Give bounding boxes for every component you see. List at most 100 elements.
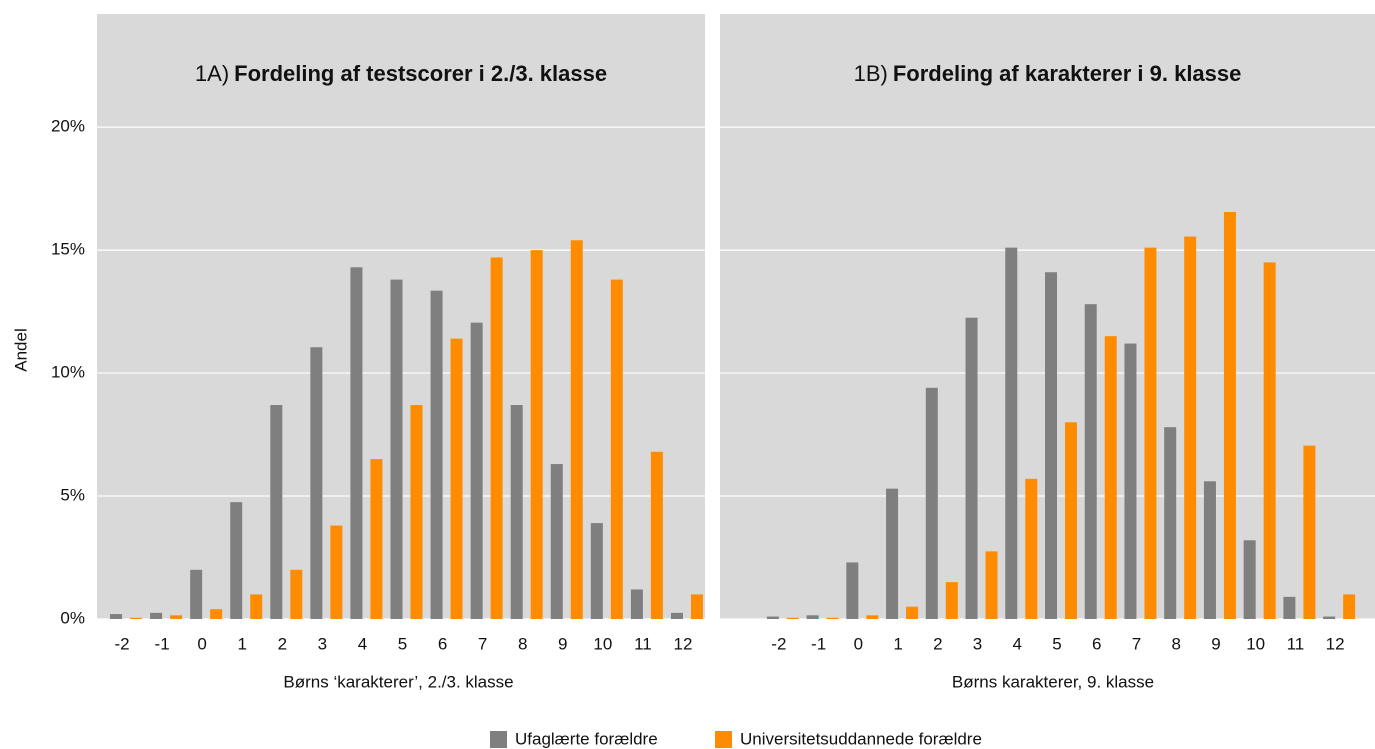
bar — [1005, 247, 1018, 619]
title-prefix: 1B) — [854, 61, 888, 86]
x-tick-label: 5 — [398, 634, 407, 653]
bar — [330, 525, 343, 619]
bar — [1263, 262, 1276, 619]
bar — [965, 317, 978, 619]
bar — [1323, 616, 1336, 619]
bar — [270, 405, 283, 619]
bar — [370, 459, 383, 619]
x-tick-label: 6 — [438, 634, 447, 653]
title-main: Fordeling af testscorer i 2./3. klasse — [234, 61, 607, 86]
chart-title: 1B) Fordeling af karakterer i 9. klasse — [854, 61, 1242, 86]
bar — [550, 464, 563, 619]
x-tick-label: 5 — [1052, 634, 1061, 653]
title-main: Fordeling af karakterer i 9. klasse — [893, 61, 1242, 86]
x-tick-label: -2 — [114, 634, 129, 653]
y-axis-label: Andel — [11, 328, 30, 371]
bar — [310, 347, 323, 619]
bar — [490, 257, 503, 619]
bar — [150, 612, 163, 619]
bar — [1045, 272, 1057, 619]
x-tick-label: 12 — [674, 634, 693, 653]
bar — [1184, 236, 1197, 619]
bar — [210, 609, 223, 619]
legend-label: Ufaglærte forældre — [515, 729, 658, 748]
x-tick-label: 3 — [973, 634, 982, 653]
x-tick-label: 8 — [1171, 634, 1180, 653]
bar — [1104, 336, 1117, 619]
bar — [1025, 478, 1038, 619]
bar — [650, 451, 663, 619]
y-tick-label: 5% — [60, 486, 85, 505]
bar — [250, 594, 263, 619]
x-tick-label: 12 — [1326, 634, 1345, 653]
bar — [190, 569, 203, 619]
x-axis-label: Børns karakterer, 9. klasse — [952, 672, 1154, 691]
x-tick-label: 1 — [893, 634, 902, 653]
x-tick-label: 11 — [634, 634, 652, 653]
bar — [1303, 445, 1316, 619]
bar — [1243, 540, 1256, 619]
title-prefix: 1A) — [195, 61, 229, 86]
bar — [1283, 596, 1296, 619]
bar — [110, 614, 123, 619]
bar — [826, 617, 839, 619]
bar — [470, 322, 483, 619]
bar — [350, 267, 363, 619]
x-tick-label: -1 — [811, 634, 826, 653]
bar — [786, 617, 799, 619]
bar — [1223, 211, 1236, 619]
bar — [1203, 481, 1216, 619]
x-tick-label: 9 — [1211, 634, 1220, 653]
bar — [130, 617, 143, 619]
bar — [1343, 594, 1356, 619]
x-tick-label: 4 — [1013, 634, 1022, 653]
y-tick-label: 0% — [60, 608, 85, 627]
bar — [610, 279, 623, 619]
x-tick-label: 7 — [1132, 634, 1141, 653]
x-tick-label: 7 — [478, 634, 487, 653]
x-tick-label: 10 — [1246, 634, 1265, 653]
x-tick-label: 2 — [933, 634, 942, 653]
x-tick-label: 1 — [237, 634, 246, 653]
bar — [670, 612, 683, 619]
bar — [806, 615, 819, 619]
bar — [1144, 247, 1157, 619]
x-tick-label: -1 — [155, 634, 170, 653]
bar — [510, 405, 523, 619]
bar — [630, 589, 643, 619]
bar — [1164, 427, 1177, 619]
bar — [690, 594, 703, 619]
bar — [290, 569, 303, 619]
bar — [1065, 422, 1077, 619]
bar — [410, 405, 423, 619]
x-tick-label: 9 — [558, 634, 567, 653]
bar — [590, 523, 603, 619]
bar — [886, 488, 899, 619]
legend-swatch — [715, 731, 732, 748]
bar — [846, 562, 859, 619]
bar — [1124, 343, 1137, 619]
x-tick-label: 0 — [197, 634, 206, 653]
bar — [866, 615, 879, 619]
x-tick-label: 3 — [318, 634, 327, 653]
x-tick-label: 2 — [278, 634, 287, 653]
bar — [1084, 304, 1097, 619]
legend-label: Universitetsuddannede forældre — [740, 729, 982, 748]
y-tick-label: 15% — [51, 240, 85, 259]
legend-swatch — [490, 731, 507, 748]
bar — [450, 338, 463, 619]
x-tick-label: 11 — [1287, 634, 1305, 653]
y-tick-label: 10% — [51, 363, 85, 382]
bar — [985, 551, 998, 619]
x-tick-label: 4 — [358, 634, 367, 653]
bar — [430, 290, 443, 619]
x-tick-label: -2 — [771, 634, 786, 653]
bar — [170, 615, 183, 619]
bar — [230, 502, 243, 619]
bar — [945, 582, 958, 619]
bar — [390, 279, 403, 619]
x-tick-label: 0 — [854, 634, 863, 653]
bar — [766, 616, 779, 619]
x-tick-label: 6 — [1092, 634, 1101, 653]
